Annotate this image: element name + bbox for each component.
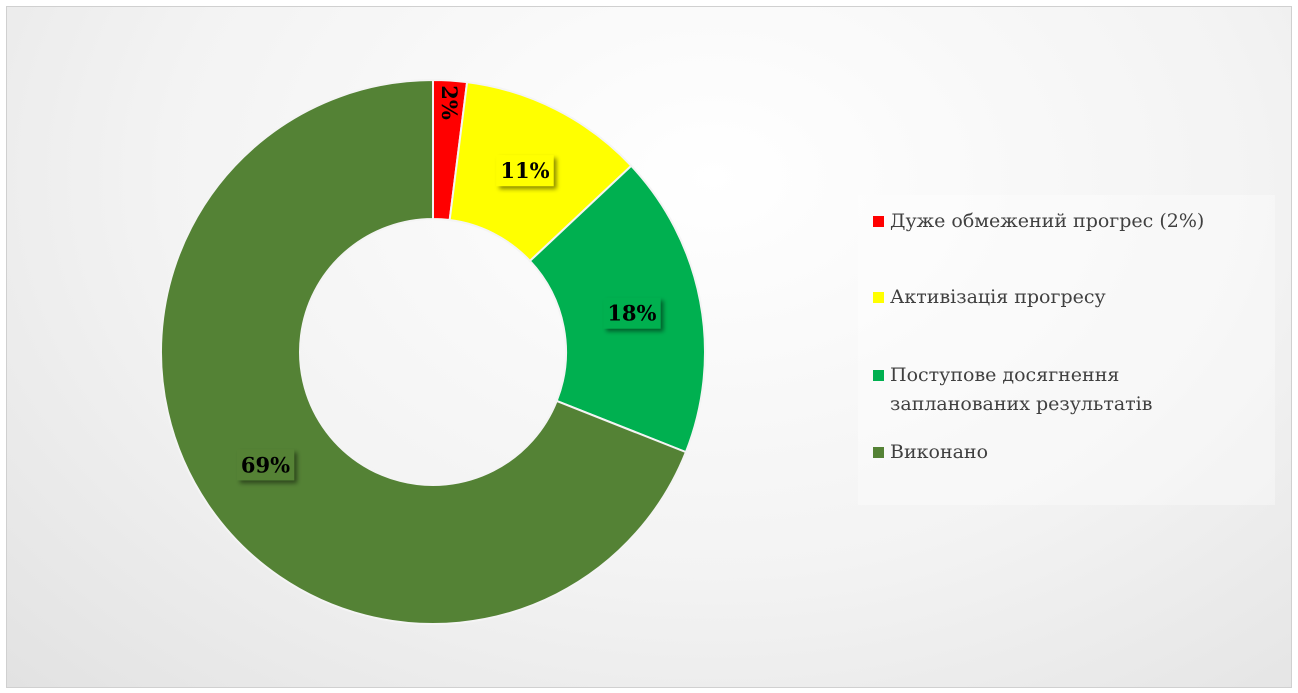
data-label: 2% xyxy=(437,85,462,120)
data-label-text: 18% xyxy=(607,301,656,326)
data-label-box xyxy=(496,155,554,187)
data-label: 11% xyxy=(496,155,554,187)
legend-text: Виконано xyxy=(890,441,989,463)
data-label: 18% xyxy=(603,297,661,329)
legend-text: Дуже обмежений прогрес (2%) xyxy=(890,210,1205,232)
legend-swatch xyxy=(873,447,884,458)
donut-slice xyxy=(160,78,688,625)
legend-text: Поступове досягнення запланованих резуль… xyxy=(890,364,1153,415)
legend-swatch xyxy=(873,292,884,303)
data-label-text: 11% xyxy=(500,158,549,183)
legend: Дуже обмежений прогрес (2%) Активізація п… xyxy=(858,195,1275,505)
data-label-text: 2% xyxy=(437,85,462,120)
data-label: 69% xyxy=(236,449,295,481)
legend-item: Поступове досягнення запланованих резуль… xyxy=(873,361,1268,419)
legend-swatch xyxy=(873,370,884,381)
legend-swatch xyxy=(873,216,884,227)
data-label-text: 69% xyxy=(241,452,290,477)
data-label-box xyxy=(236,449,295,481)
data-label-box xyxy=(603,297,661,329)
legend-item: Дуже обмежений прогрес (2%) xyxy=(873,207,1268,236)
legend-item: Активізація прогресу xyxy=(873,283,1268,312)
legend-item: Виконано xyxy=(873,438,1268,467)
legend-text: Активізація прогресу xyxy=(890,286,1106,308)
